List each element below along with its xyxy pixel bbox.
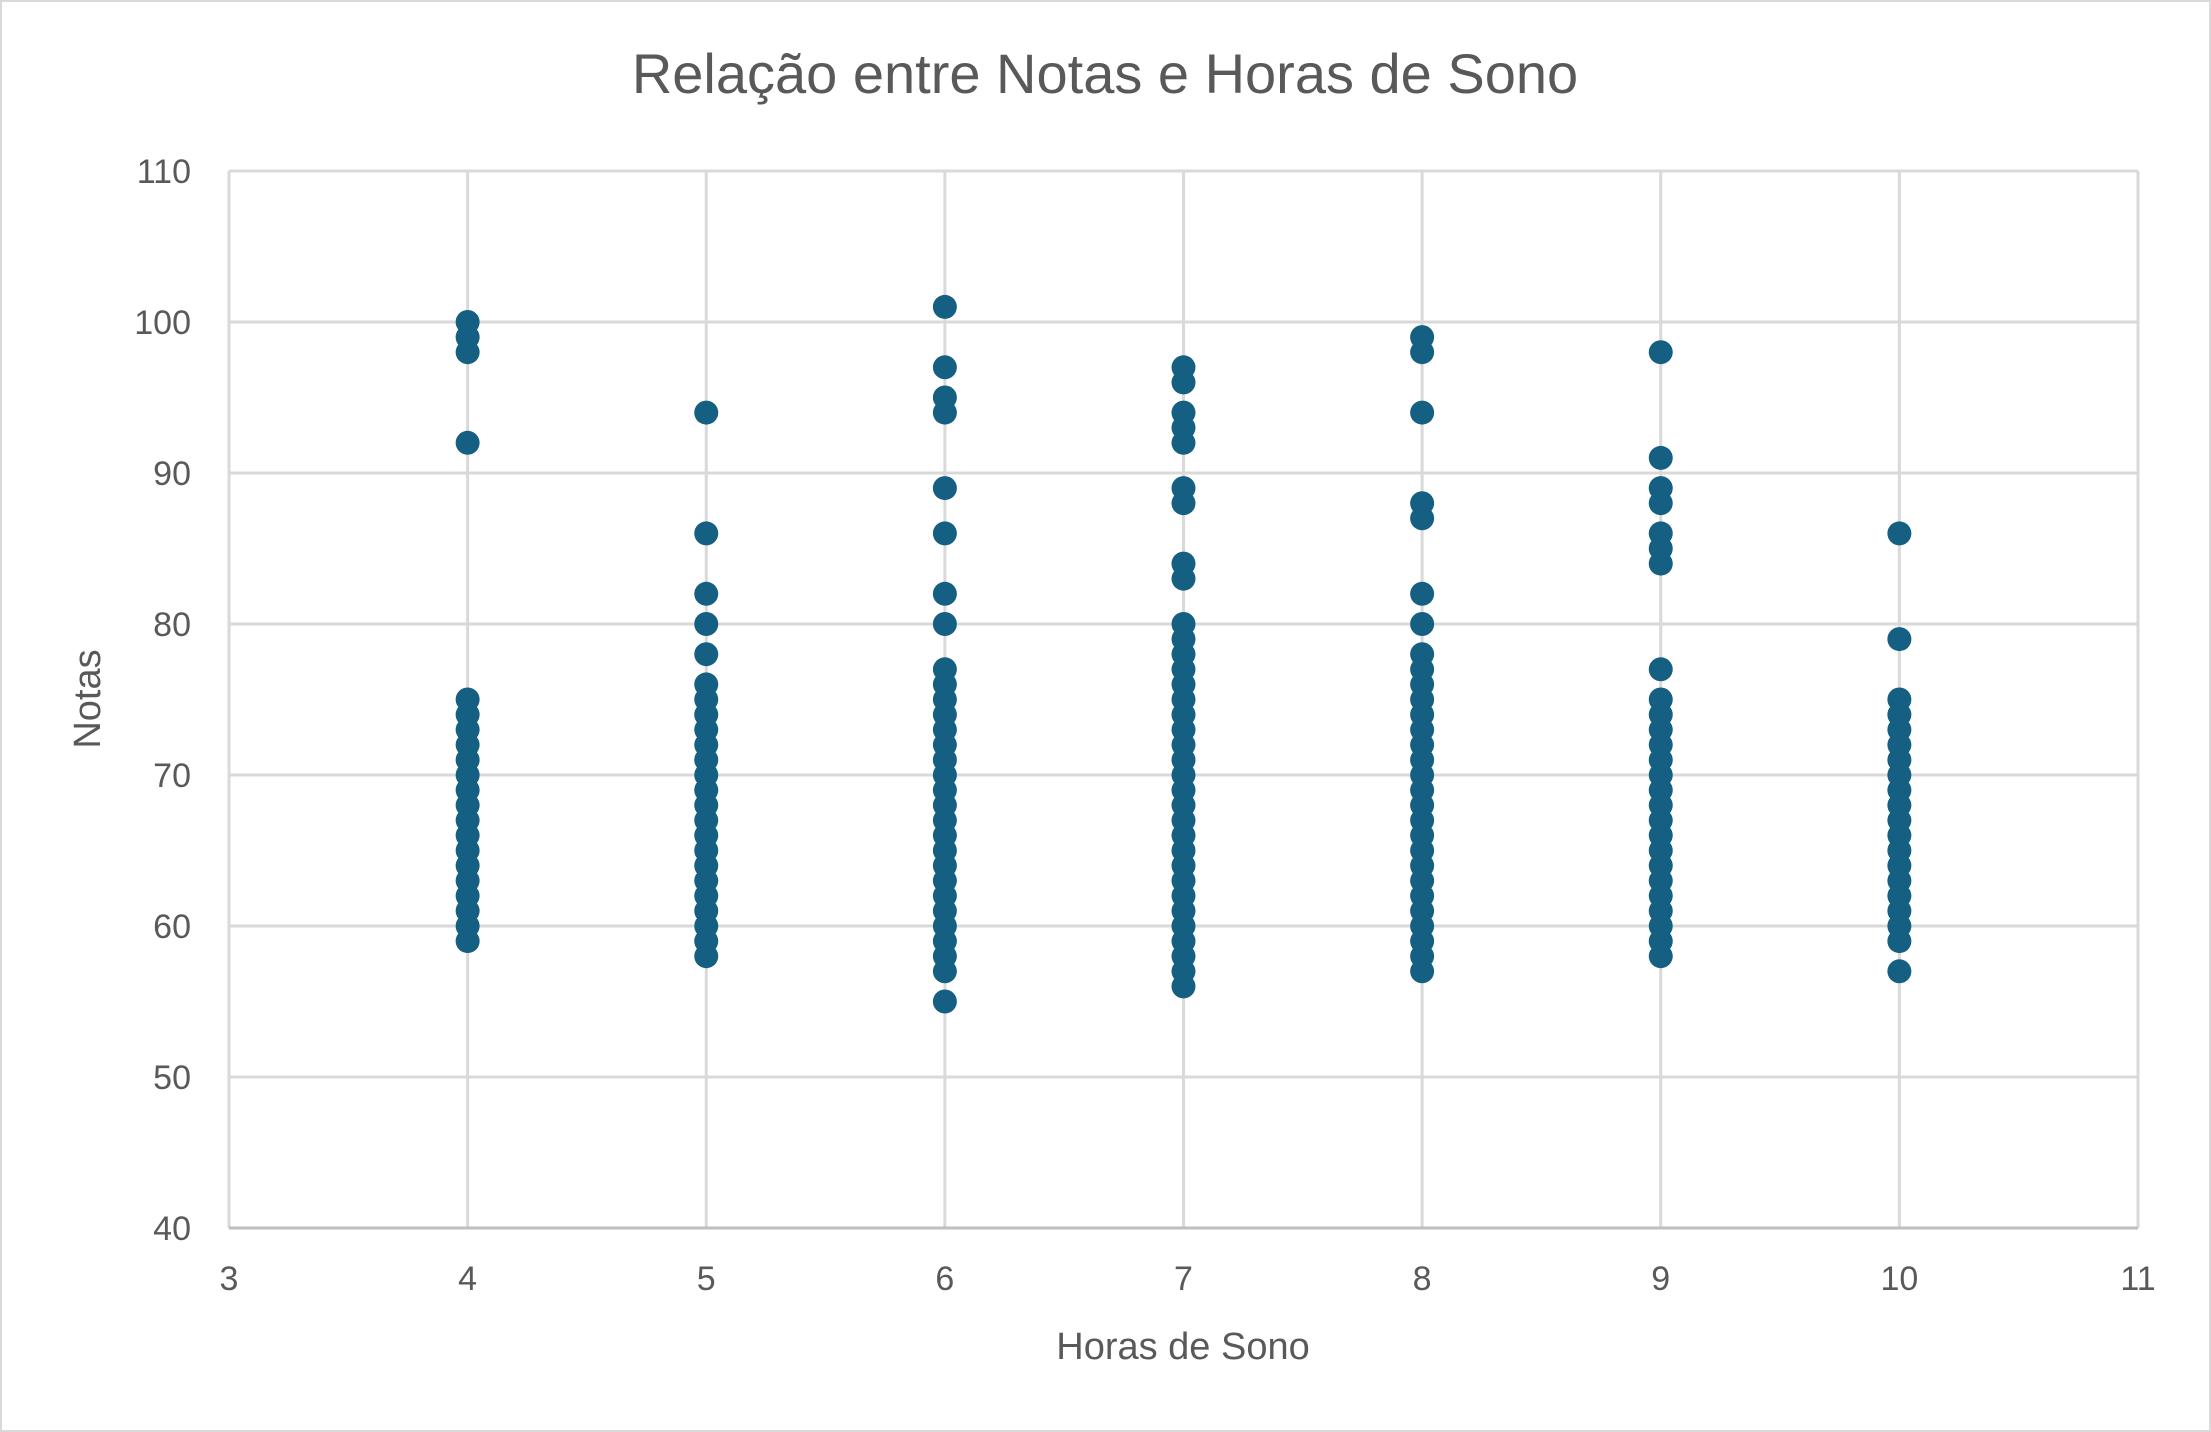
data-point: [932, 355, 957, 380]
y-tick-label: 100: [134, 304, 191, 342]
data-point: [932, 521, 957, 546]
x-tick-label: 5: [697, 1260, 716, 1298]
data-point: [1171, 566, 1196, 591]
y-axis-title: Notas: [67, 649, 109, 748]
data-point: [1171, 974, 1196, 999]
data-point: [932, 476, 957, 501]
data-point: [455, 340, 480, 365]
data-point: [932, 581, 957, 606]
data-point: [1648, 551, 1673, 576]
y-tick-label: 80: [153, 606, 191, 644]
data-point: [1887, 627, 1912, 652]
data-point: [1648, 657, 1673, 682]
y-tick-label: 90: [153, 455, 191, 493]
data-point: [1410, 506, 1435, 531]
data-point: [1410, 400, 1435, 425]
data-point: [1887, 959, 1912, 984]
data-point: [932, 294, 957, 319]
data-point: [1887, 521, 1912, 546]
data-point: [1887, 929, 1912, 954]
data-point: [932, 959, 957, 984]
x-tick-label: 8: [1413, 1260, 1432, 1298]
x-tick-label: 9: [1651, 1260, 1670, 1298]
data-point: [1410, 340, 1435, 365]
y-tick-label: 50: [153, 1059, 191, 1097]
data-point: [455, 929, 480, 954]
y-tick-label: 70: [153, 757, 191, 795]
x-tick-label: 4: [458, 1260, 477, 1298]
data-point: [1171, 491, 1196, 516]
data-point: [932, 400, 957, 425]
data-point: [1171, 370, 1196, 395]
x-tick-label: 10: [1880, 1260, 1918, 1298]
x-tick-label: 6: [935, 1260, 954, 1298]
data-point: [932, 612, 957, 636]
data-point: [694, 400, 719, 425]
y-tick-label: 110: [137, 153, 191, 191]
data-point: [1648, 340, 1673, 365]
x-axis-title: Horas de Sono: [1056, 1326, 1310, 1368]
data-point: [1648, 944, 1673, 969]
data-points: [455, 294, 1912, 1014]
data-point: [694, 581, 719, 606]
data-point: [1171, 430, 1196, 455]
chart-title: Relação entre Notas e Horas de Sono: [632, 42, 1578, 105]
y-tick-label: 60: [153, 908, 191, 946]
y-tick-label: 40: [153, 1210, 191, 1248]
data-point: [1410, 581, 1435, 606]
data-point: [1410, 959, 1435, 984]
data-point: [694, 521, 719, 546]
data-point: [1648, 445, 1673, 470]
data-point: [1648, 491, 1673, 516]
data-point: [694, 612, 719, 636]
data-point: [1410, 612, 1435, 636]
data-point: [694, 944, 719, 969]
data-point: [694, 642, 719, 667]
x-tick-label: 3: [220, 1260, 239, 1298]
tick-labels: 40 50 60 70 80 90 100 110 3 4 5 6 7 8 9 10 11: [134, 153, 2155, 1298]
x-tick-label: 11: [2120, 1260, 2155, 1298]
x-tick-label: 7: [1174, 1260, 1193, 1298]
data-point: [932, 989, 957, 1014]
data-point: [455, 430, 480, 455]
